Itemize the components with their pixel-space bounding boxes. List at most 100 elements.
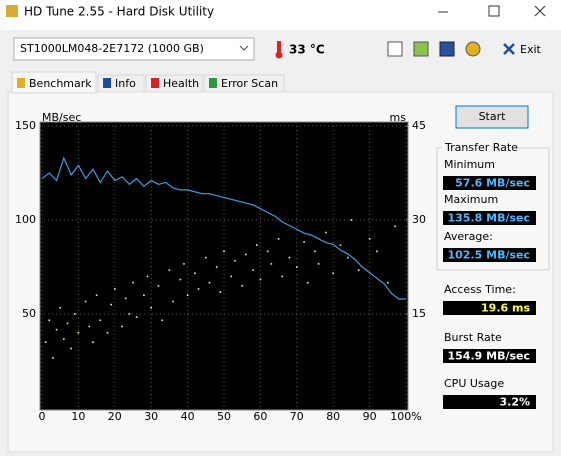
y2-tick-label: 45 (412, 119, 426, 132)
thermometer (277, 41, 281, 53)
access-point (84, 300, 87, 303)
access-point (245, 253, 247, 256)
drive-name: ST1000LM048-2E7172 (1000 GB) (20, 42, 204, 55)
x-tick-label: 10 (71, 410, 85, 423)
access-point (114, 288, 116, 290)
access-point (252, 269, 254, 271)
group-label: Transfer Rate (444, 141, 518, 154)
access-point (186, 294, 189, 296)
access-point (128, 313, 131, 315)
result-box (443, 301, 536, 315)
dropdown-arrow (239, 45, 249, 51)
access-point (77, 332, 80, 334)
access-point (157, 285, 160, 287)
result-label: Average: (444, 230, 493, 243)
access-point (230, 275, 233, 278)
tab[interactable] (11, 71, 97, 94)
access-point (357, 269, 360, 271)
access-point (223, 250, 225, 253)
access-point (44, 341, 47, 343)
x-tick-label: 50 (217, 410, 231, 423)
access-point (88, 325, 91, 328)
access-point (306, 281, 309, 284)
exit-icon[interactable] (503, 43, 515, 55)
access-point (266, 250, 269, 253)
access-point (339, 244, 342, 246)
access-point (48, 319, 51, 322)
access-point (255, 244, 258, 246)
result-value: 154.9 MB/sec (448, 350, 531, 363)
access-point (205, 256, 207, 259)
x-tick-label: 0 (39, 410, 46, 423)
access-point (215, 266, 218, 268)
access-point (387, 281, 389, 284)
access-point (132, 281, 134, 284)
exit-label[interactable]: Exit (520, 43, 542, 56)
result-box (443, 176, 536, 190)
result-label: Burst Rate (444, 331, 502, 344)
access-point (332, 272, 334, 275)
maximize[interactable] (488, 5, 500, 17)
result-value: 135.8 MB/sec (448, 212, 531, 225)
tab-label[interactable]: Error Scan (221, 77, 278, 90)
drive-select[interactable] (13, 37, 255, 61)
tab-label[interactable]: Benchmark (29, 77, 92, 90)
options-button[interactable] (465, 41, 481, 57)
result-label: Maximum (444, 193, 498, 206)
access-point (161, 319, 163, 322)
tab-icon (103, 78, 111, 88)
start-button[interactable] (455, 105, 529, 129)
y-tick-label: 50 (22, 307, 36, 320)
tab-icon (151, 78, 159, 88)
x-tick-label: 100% (390, 410, 421, 423)
x-tick-label: 40 (181, 410, 195, 423)
access-point (124, 297, 127, 300)
result-value: 102.5 MB/sec (448, 249, 531, 262)
y-axis-label: MB/sec (42, 111, 81, 124)
window-title: HD Tune 2.55 - Hard Disk Utility (24, 5, 214, 19)
tab-label[interactable]: Info (115, 77, 136, 90)
access-point (376, 250, 378, 253)
access-point (303, 241, 305, 243)
access-point (241, 285, 243, 287)
tab[interactable] (145, 74, 203, 93)
tab[interactable] (203, 74, 285, 93)
x-tick-label: 30 (144, 410, 158, 423)
access-point (106, 332, 109, 334)
tab-icon (17, 78, 25, 88)
access-point (95, 294, 98, 296)
copy-info-button[interactable] (413, 41, 429, 57)
x-tick-label: 70 (290, 410, 304, 423)
result-box (443, 349, 536, 363)
access-point (150, 306, 152, 309)
access-point (99, 319, 102, 322)
close[interactable] (534, 5, 546, 17)
access-point (208, 281, 211, 284)
access-point (317, 263, 320, 265)
save-button[interactable] (439, 41, 455, 57)
access-point (314, 250, 316, 253)
tab-icon (209, 78, 217, 88)
tab-label[interactable]: Health (163, 77, 199, 90)
result-value: 3.2% (499, 396, 530, 409)
access-point (55, 328, 58, 331)
access-point (394, 225, 396, 228)
access-point (168, 269, 171, 271)
copy-button[interactable] (387, 41, 403, 57)
access-point (281, 275, 284, 278)
access-point (146, 275, 149, 278)
access-point (350, 219, 353, 221)
y2-axis-label: ms (390, 111, 407, 124)
title-bar (0, 0, 561, 30)
access-point (234, 259, 236, 262)
access-point (179, 278, 182, 281)
access-point (346, 256, 349, 259)
access-point (135, 316, 138, 318)
access-point (59, 306, 61, 309)
access-point (325, 231, 327, 234)
access-point (219, 291, 222, 293)
access-point (259, 278, 262, 281)
start-label[interactable]: Start (479, 110, 507, 123)
y-tick-label: 100 (15, 213, 36, 226)
app-icon (6, 5, 18, 17)
